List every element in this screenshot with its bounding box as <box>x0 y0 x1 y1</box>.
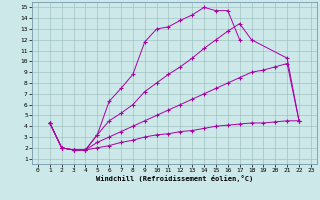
X-axis label: Windchill (Refroidissement éolien,°C): Windchill (Refroidissement éolien,°C) <box>96 175 253 182</box>
